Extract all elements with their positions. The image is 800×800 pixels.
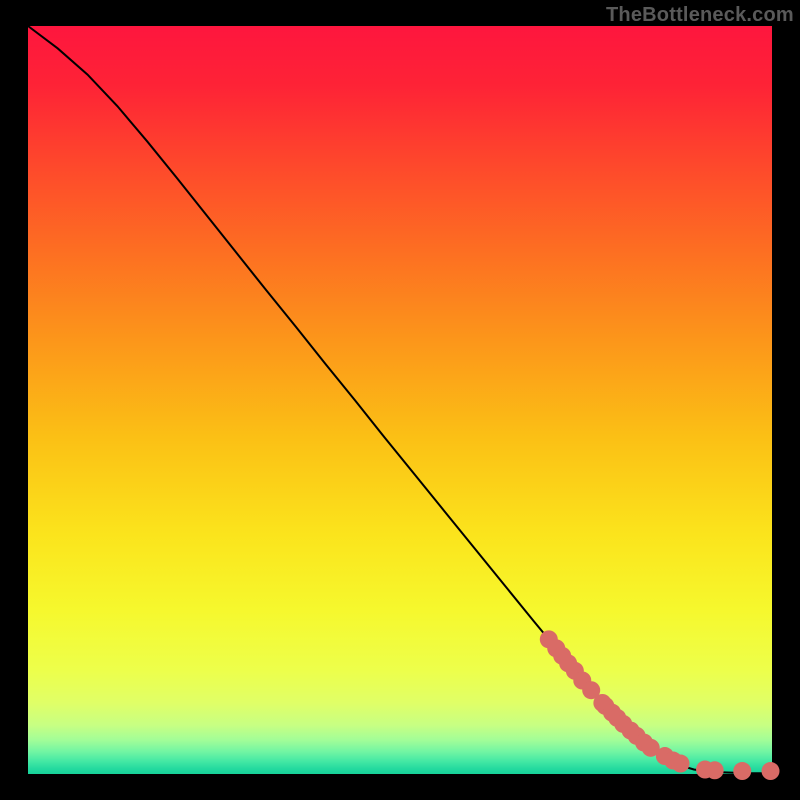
data-marker [671, 755, 689, 773]
data-marker [733, 762, 751, 780]
data-marker [706, 761, 724, 779]
watermark-label: TheBottleneck.com [606, 4, 794, 27]
data-marker [762, 762, 780, 780]
plot-background [28, 26, 772, 774]
